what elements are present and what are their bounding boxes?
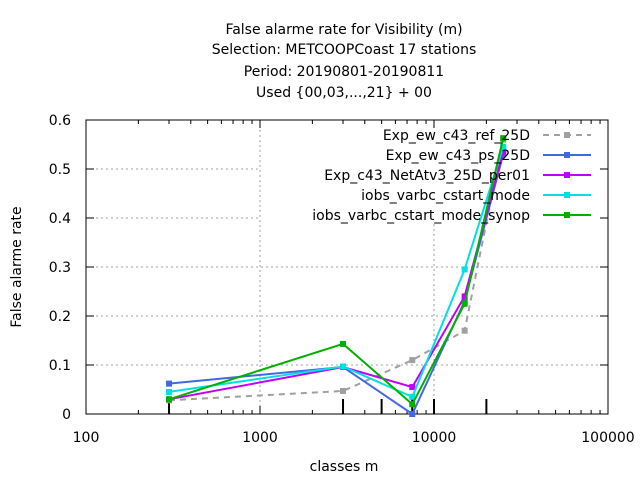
data-point [461, 293, 468, 300]
x-tick-label: 100000 [581, 430, 634, 446]
x-axis: 100 1000 10000 100000 [73, 120, 635, 446]
y-tick-label: 0.4 [49, 211, 71, 227]
data-point [461, 327, 468, 334]
x-tick-label: 10000 [412, 430, 457, 446]
legend-swatch-marker [564, 212, 570, 218]
legend-swatch-marker [564, 152, 570, 158]
grid [86, 120, 608, 414]
series-line [168, 139, 505, 402]
data-point [409, 411, 416, 417]
title-line-3: Period: 20190801-20190811 [244, 64, 444, 80]
data-point [500, 148, 507, 155]
legend-label: Exp_c43_NetAtv3_25D_per01 [324, 168, 530, 184]
title-line-2: Selection: METCOOPCoast 17 stations [212, 42, 477, 58]
y-tick-label: 0.5 [49, 162, 71, 178]
series-group [166, 135, 507, 417]
legend-label: Exp_ew_c43_ps_25D [386, 148, 530, 164]
data-point [409, 384, 416, 391]
data-point [461, 300, 468, 307]
legend-swatch-marker [564, 132, 570, 138]
y-axis: 0 0.1 0.2 0.3 0.4 0.5 0.6 [49, 113, 608, 423]
data-point [409, 393, 416, 400]
series-Exp_c43_NetAtv3_25D_per01 [166, 148, 507, 403]
series-line [168, 146, 505, 399]
legend: Exp_ew_c43_ref_25D Exp_ew_c43_ps_25D Exp_c… [312, 128, 591, 224]
title-line-1: False alarme rate for Visibility (m) [225, 22, 462, 38]
data-point [500, 135, 507, 142]
series-iobs_varbc_cstart_mode [166, 143, 507, 400]
y-tick-label: 0.2 [49, 309, 71, 325]
x-tick-label: 1000 [242, 430, 278, 446]
data-point [409, 357, 416, 364]
y-tick-label: 0 [62, 407, 71, 423]
data-point [166, 396, 173, 403]
data-point [340, 363, 347, 370]
legend-swatch-marker [564, 172, 570, 178]
data-point [340, 387, 347, 394]
data-point [461, 266, 468, 273]
title-line-4: Used {00,03,...,21} + 00 [256, 85, 432, 101]
y-tick-label: 0.1 [49, 358, 71, 374]
y-tick-label: 0.3 [49, 260, 71, 276]
chart-title: False alarme rate for Visibility (m) Sel… [212, 22, 477, 101]
class-markers [168, 399, 488, 414]
x-tick-label: 100 [73, 430, 100, 446]
legend-swatch-marker [564, 192, 570, 198]
y-tick-label: 0.6 [49, 113, 71, 129]
legend-label: iobs_varbc_cstart_mode [361, 188, 530, 204]
data-point [409, 401, 416, 408]
x-axis-label: classes m [310, 459, 379, 475]
data-point [166, 388, 173, 395]
legend-label: iobs_varbc_cstart_mode_synop [312, 208, 530, 224]
legend-label: Exp_ew_c43_ref_25D [383, 128, 530, 144]
data-point [500, 143, 507, 150]
series-iobs_varbc_cstart_mode_synop [166, 135, 507, 408]
data-point [166, 380, 173, 387]
data-point [340, 340, 347, 347]
y-axis-label: False alarme rate [9, 206, 25, 327]
